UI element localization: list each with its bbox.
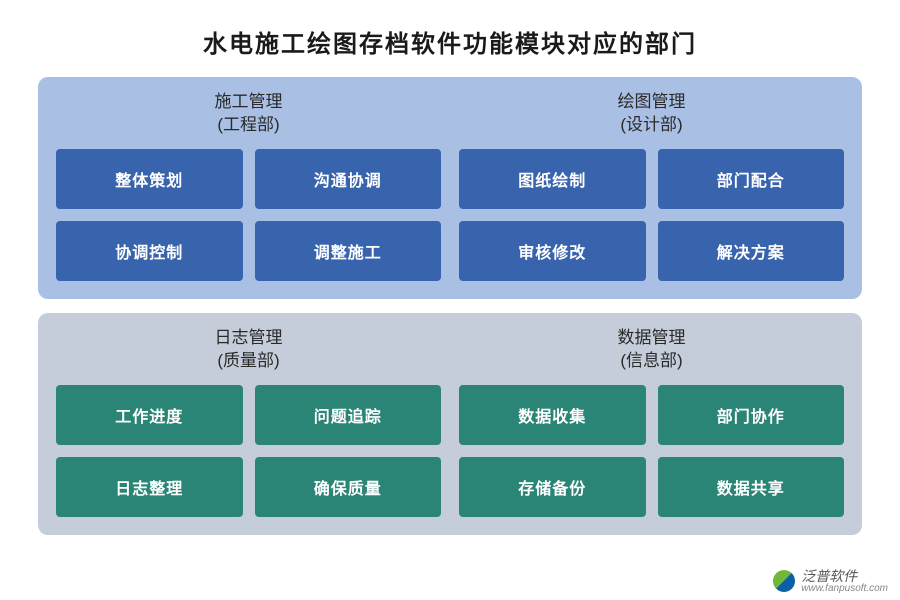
section-title-line2: (质量部) [56, 350, 441, 373]
panel-0: 施工管理(工程部)整体策划沟通协调协调控制调整施工绘图管理(设计部)图纸绘制部门… [38, 77, 862, 299]
section-title-line1: 日志管理 [56, 327, 441, 350]
section-1-0: 日志管理(质量部) 工作进度问题追踪日志整理确保质量 [56, 327, 441, 517]
item-grid: 整体策划沟通协调协调控制调整施工 [56, 149, 441, 281]
item-grid: 数据收集部门协作存储备份数据共享 [459, 385, 844, 517]
panel-1: 日志管理(质量部)工作进度问题追踪日志整理确保质量数据管理(信息部)数据收集部门… [38, 313, 862, 535]
module-item: 沟通协调 [255, 149, 442, 209]
module-item: 解决方案 [658, 221, 845, 281]
section-1-1: 数据管理(信息部) 数据收集部门协作存储备份数据共享 [459, 327, 844, 517]
section-title-line2: (信息部) [459, 350, 844, 373]
section-title-line2: (设计部) [459, 114, 844, 137]
section-0-0: 施工管理(工程部) 整体策划沟通协调协调控制调整施工 [56, 91, 441, 281]
section-title-line2: (工程部) [56, 114, 441, 137]
watermark-text: 泛普软件 www.fanpusoft.com [801, 569, 888, 594]
watermark-brand: 泛普软件 [801, 569, 888, 584]
section-header: 日志管理(质量部) [56, 327, 441, 373]
module-item: 数据收集 [459, 385, 646, 445]
panels-container: 施工管理(工程部)整体策划沟通协调协调控制调整施工绘图管理(设计部)图纸绘制部门… [0, 77, 900, 535]
module-item: 调整施工 [255, 221, 442, 281]
section-header: 绘图管理(设计部) [459, 91, 844, 137]
module-item: 整体策划 [56, 149, 243, 209]
watermark-url: www.fanpusoft.com [801, 584, 888, 595]
watermark: 泛普软件 www.fanpusoft.com [773, 569, 888, 594]
module-item: 问题追踪 [255, 385, 442, 445]
module-item: 部门协作 [658, 385, 845, 445]
item-grid: 工作进度问题追踪日志整理确保质量 [56, 385, 441, 517]
page-title: 水电施工绘图存档软件功能模块对应的部门 [0, 0, 900, 77]
section-title-line1: 绘图管理 [459, 91, 844, 114]
section-header: 数据管理(信息部) [459, 327, 844, 373]
module-item: 审核修改 [459, 221, 646, 281]
section-title-line1: 施工管理 [56, 91, 441, 114]
section-title-line1: 数据管理 [459, 327, 844, 350]
section-header: 施工管理(工程部) [56, 91, 441, 137]
module-item: 部门配合 [658, 149, 845, 209]
item-grid: 图纸绘制部门配合审核修改解决方案 [459, 149, 844, 281]
module-item: 工作进度 [56, 385, 243, 445]
module-item: 协调控制 [56, 221, 243, 281]
module-item: 存储备份 [459, 457, 646, 517]
module-item: 确保质量 [255, 457, 442, 517]
module-item: 数据共享 [658, 457, 845, 517]
module-item: 日志整理 [56, 457, 243, 517]
module-item: 图纸绘制 [459, 149, 646, 209]
section-0-1: 绘图管理(设计部) 图纸绘制部门配合审核修改解决方案 [459, 91, 844, 281]
watermark-logo-icon [773, 570, 795, 592]
